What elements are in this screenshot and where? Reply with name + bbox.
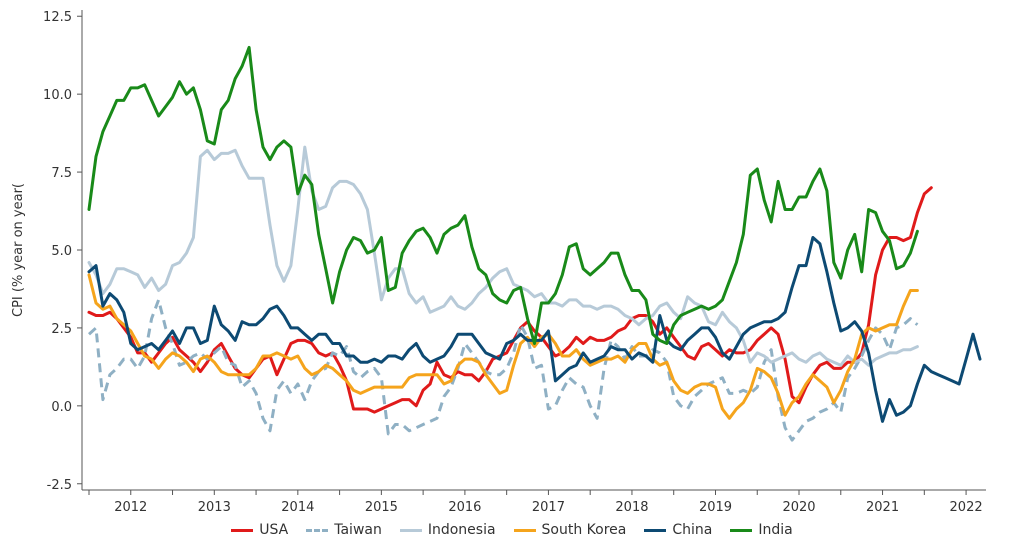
x-tick-label: 2015	[365, 500, 398, 515]
y-axis-label: CPI (% year on year(	[11, 183, 26, 317]
legend-label: China	[672, 522, 713, 538]
legend-label: Indonesia	[427, 522, 496, 538]
legend-swatch	[399, 528, 422, 532]
x-tick-label: 2016	[448, 500, 481, 515]
x-tick-label: 2019	[699, 500, 732, 515]
y-tick-label: 7.5	[51, 166, 72, 181]
x-tick-label: 2022	[950, 500, 983, 515]
series-line-taiwan	[87, 298, 919, 442]
legend-label: India	[758, 522, 793, 538]
x-tick-label: 2018	[615, 500, 648, 515]
legend-label: USA	[259, 522, 289, 538]
legend-item: Taiwan	[306, 522, 382, 538]
chart-axes: -2.5 0.0 2.5 5.0 7.5 10.0 12.5 2012 2013 2014 2015…	[43, 10, 986, 515]
legend-label: South Korea	[541, 522, 627, 538]
legend-item: USA	[231, 522, 288, 538]
x-tick-label: 2017	[532, 500, 565, 515]
x-tick-label: 2012	[114, 500, 147, 515]
legend-swatch	[306, 528, 329, 532]
chart-series-lines	[87, 45, 982, 442]
y-tick-label: 12.5	[43, 10, 72, 25]
legend-item: Indonesia	[399, 522, 496, 538]
legend-item: China	[644, 522, 712, 538]
y-tick-label: 2.5	[51, 322, 72, 337]
x-tick-label: 2020	[782, 500, 815, 515]
y-tick-label: -2.5	[47, 478, 72, 493]
x-tick-label: 2014	[281, 500, 314, 515]
series-line-usa	[87, 186, 933, 414]
legend-swatch	[644, 528, 667, 532]
legend-label: Taiwan	[334, 522, 382, 538]
series-line-south-korea	[87, 273, 919, 420]
x-tick-label: 2021	[866, 500, 899, 515]
y-tick-label: 5.0	[51, 244, 72, 259]
series-line-india	[87, 45, 919, 345]
y-tick-label: 10.0	[43, 88, 72, 103]
legend-swatch	[730, 528, 753, 532]
legend-item: South Korea	[513, 522, 627, 538]
cpi-line-chart: -2.5 0.0 2.5 5.0 7.5 10.0 12.5 2012 2013 2014 2015…	[11, 10, 986, 515]
series-line-indonesia	[87, 145, 919, 367]
chart-legend: USA Taiwan Indonesia South Korea China India	[0, 522, 1024, 538]
legend-swatch	[513, 528, 536, 532]
legend-item: India	[730, 522, 793, 538]
x-tick-label: 2013	[198, 500, 231, 515]
y-tick-label: 0.0	[51, 400, 72, 415]
legend-swatch	[231, 528, 254, 532]
